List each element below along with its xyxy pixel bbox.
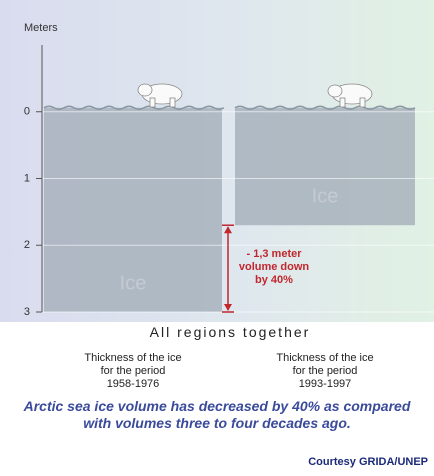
x-axis-label: All regions together [149, 324, 311, 340]
bar-label: Ice [120, 272, 147, 294]
y-tick-label: 3 [24, 306, 30, 318]
credit: Courtesy GRIDA/UNEP [308, 456, 428, 468]
ice-surface [43, 105, 225, 110]
arrow-head [224, 226, 232, 234]
axis-label: Meters [24, 22, 58, 34]
y-tick-label: 2 [24, 239, 30, 251]
bar [235, 107, 415, 226]
polar-bear [327, 83, 373, 108]
x-tick-label: Thickness of the ice for the period 1993… [276, 352, 374, 390]
bar-label: Ice [312, 186, 339, 208]
y-tick-label: 0 [24, 106, 30, 118]
caption: Arctic sea ice volume has decreased by 4… [23, 398, 411, 431]
x-tick-label: Thickness of the ice for the period 1958… [84, 352, 182, 390]
arrow-head [224, 304, 232, 311]
annotation: - 1,3 meter volume down by 40% [238, 247, 310, 286]
ice-surface [234, 105, 416, 110]
y-tick-label: 1 [24, 172, 30, 184]
polar-bear [137, 83, 183, 108]
bar [44, 107, 222, 312]
